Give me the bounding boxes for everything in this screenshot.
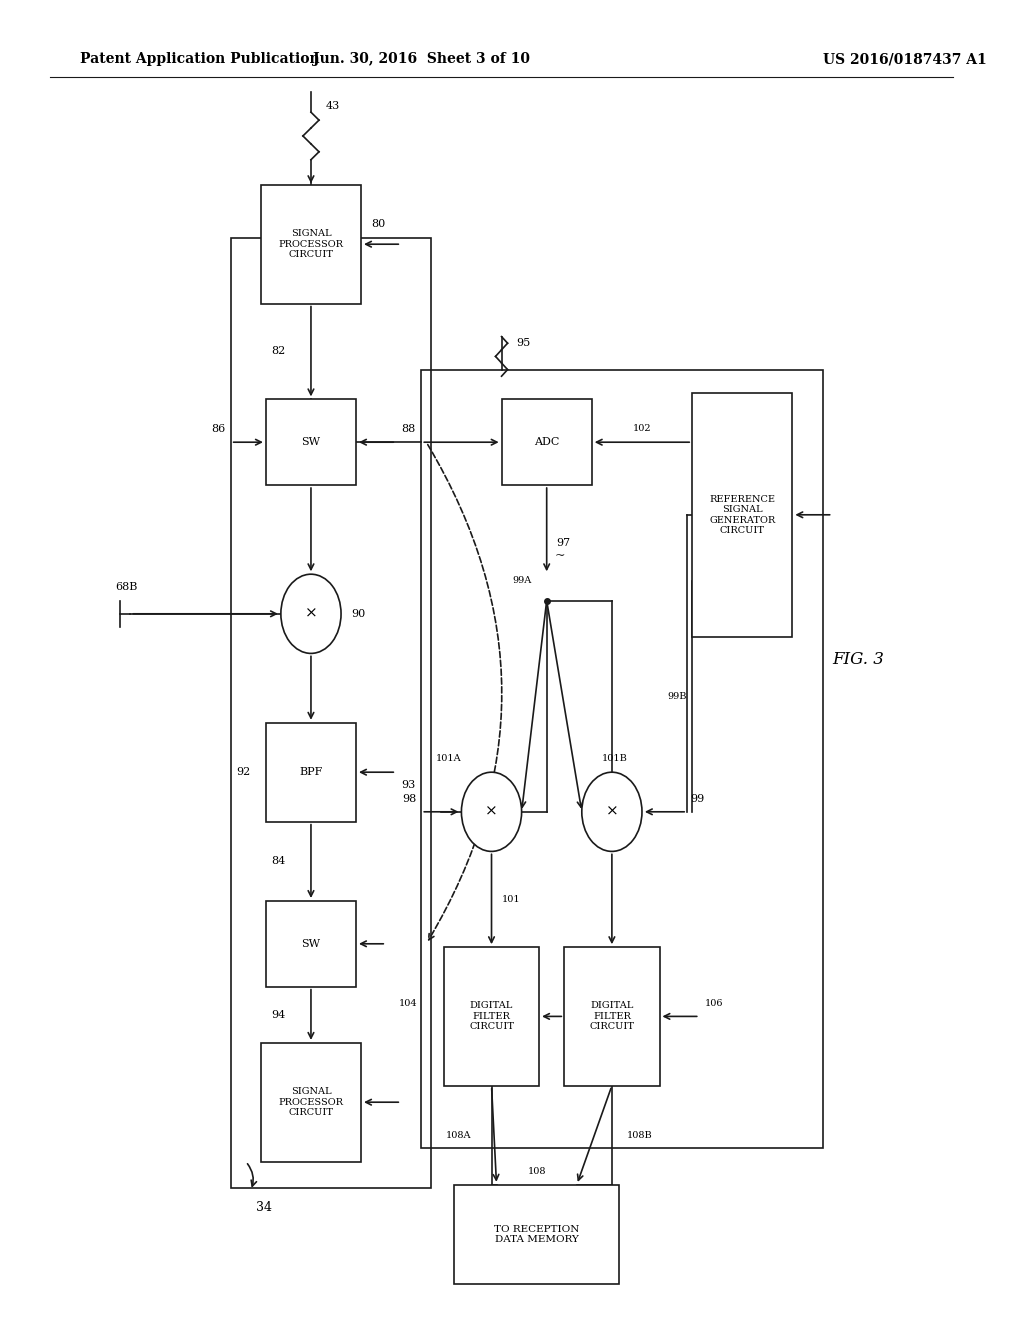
Text: Patent Application Publication: Patent Application Publication bbox=[80, 53, 319, 66]
FancyBboxPatch shape bbox=[454, 1185, 620, 1283]
Text: DIGITAL
FILTER
CIRCUIT: DIGITAL FILTER CIRCUIT bbox=[590, 1002, 635, 1031]
Text: 86: 86 bbox=[211, 424, 225, 434]
Text: 84: 84 bbox=[271, 857, 286, 866]
Text: ×: × bbox=[485, 805, 498, 818]
FancyBboxPatch shape bbox=[564, 948, 659, 1085]
Text: 97: 97 bbox=[557, 537, 570, 548]
Text: 106: 106 bbox=[705, 999, 723, 1007]
FancyBboxPatch shape bbox=[261, 1043, 361, 1162]
Text: 99A: 99A bbox=[512, 577, 531, 585]
Text: 90: 90 bbox=[351, 609, 366, 619]
Text: 101: 101 bbox=[502, 895, 520, 904]
Text: 98: 98 bbox=[402, 793, 417, 804]
Text: DIGITAL
FILTER
CIRCUIT: DIGITAL FILTER CIRCUIT bbox=[469, 1002, 514, 1031]
Circle shape bbox=[582, 772, 642, 851]
Text: 108B: 108B bbox=[627, 1131, 652, 1139]
Text: 92: 92 bbox=[237, 767, 251, 777]
Text: SW: SW bbox=[301, 939, 321, 949]
Text: 95: 95 bbox=[516, 338, 530, 348]
Text: SW: SW bbox=[301, 437, 321, 447]
Text: 101A: 101A bbox=[436, 755, 462, 763]
FancyBboxPatch shape bbox=[692, 393, 793, 638]
Text: ×: × bbox=[605, 805, 618, 818]
Text: FIG. 3: FIG. 3 bbox=[833, 652, 885, 668]
Circle shape bbox=[462, 772, 521, 851]
Text: Jun. 30, 2016  Sheet 3 of 10: Jun. 30, 2016 Sheet 3 of 10 bbox=[312, 53, 529, 66]
Text: ~: ~ bbox=[555, 549, 565, 562]
Text: 34: 34 bbox=[256, 1201, 271, 1214]
Text: 94: 94 bbox=[271, 1010, 286, 1020]
FancyBboxPatch shape bbox=[266, 722, 356, 821]
FancyBboxPatch shape bbox=[443, 948, 540, 1085]
Text: 99B: 99B bbox=[668, 692, 687, 701]
Text: 93: 93 bbox=[401, 780, 416, 791]
Text: REFERENCE
SIGNAL
GENERATOR
CIRCUIT: REFERENCE SIGNAL GENERATOR CIRCUIT bbox=[710, 495, 775, 535]
Text: US 2016/0187437 A1: US 2016/0187437 A1 bbox=[822, 53, 986, 66]
Text: 43: 43 bbox=[326, 100, 340, 111]
Text: 102: 102 bbox=[633, 425, 651, 433]
Circle shape bbox=[281, 574, 341, 653]
Text: 99: 99 bbox=[690, 793, 705, 804]
Text: ADC: ADC bbox=[534, 437, 559, 447]
Text: 88: 88 bbox=[401, 424, 416, 434]
Text: BPF: BPF bbox=[299, 767, 323, 777]
Text: 108: 108 bbox=[527, 1167, 546, 1176]
FancyBboxPatch shape bbox=[261, 185, 361, 304]
Text: SIGNAL
PROCESSOR
CIRCUIT: SIGNAL PROCESSOR CIRCUIT bbox=[279, 230, 343, 259]
Text: SIGNAL
PROCESSOR
CIRCUIT: SIGNAL PROCESSOR CIRCUIT bbox=[279, 1088, 343, 1117]
FancyBboxPatch shape bbox=[502, 399, 592, 484]
Text: 108A: 108A bbox=[446, 1131, 471, 1139]
Text: 80: 80 bbox=[371, 219, 385, 230]
Text: 104: 104 bbox=[398, 999, 418, 1007]
Text: 82: 82 bbox=[271, 346, 286, 356]
FancyBboxPatch shape bbox=[266, 902, 356, 987]
Text: 101B: 101B bbox=[602, 755, 628, 763]
FancyBboxPatch shape bbox=[266, 399, 356, 484]
Text: ×: × bbox=[304, 607, 317, 620]
Text: TO RECEPTION
DATA MEMORY: TO RECEPTION DATA MEMORY bbox=[494, 1225, 580, 1243]
Text: 68B: 68B bbox=[116, 582, 138, 593]
